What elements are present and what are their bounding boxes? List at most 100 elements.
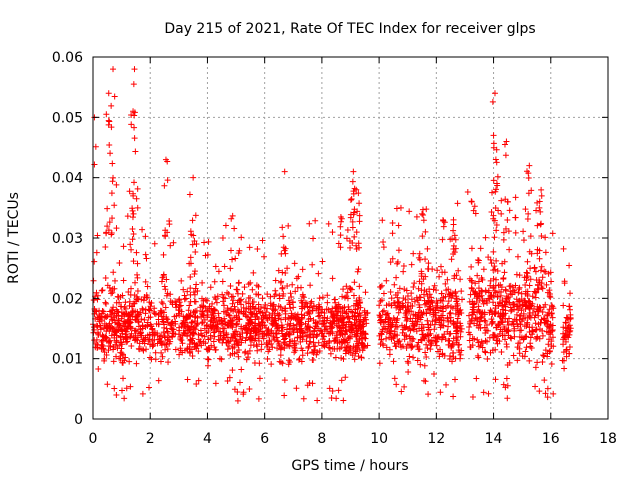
data-point (377, 298, 384, 305)
data-point (430, 309, 437, 316)
data-point (315, 270, 322, 277)
data-point (528, 344, 535, 351)
data-point (510, 301, 517, 308)
data-point (294, 329, 301, 336)
data-point (466, 337, 473, 344)
data-point (151, 336, 158, 343)
data-point (498, 210, 505, 217)
data-point (219, 278, 226, 285)
data-point (352, 322, 359, 329)
data-point (126, 188, 133, 195)
data-point (139, 226, 146, 233)
data-point (477, 245, 484, 252)
data-point (219, 234, 226, 241)
data-point (437, 297, 444, 304)
data-point (520, 315, 527, 322)
data-point (536, 255, 543, 262)
data-point (337, 223, 344, 230)
data-point (222, 295, 229, 302)
data-point (263, 309, 270, 316)
data-point (391, 332, 398, 339)
data-point (538, 233, 545, 240)
data-point (503, 299, 510, 306)
data-point (245, 305, 252, 312)
data-point (211, 278, 218, 285)
data-point (410, 250, 417, 257)
data-point (453, 293, 460, 300)
data-point (500, 229, 507, 236)
data-point (201, 316, 208, 323)
data-point (506, 359, 513, 366)
data-point (456, 341, 463, 348)
data-point (262, 301, 269, 308)
data-point (272, 306, 279, 313)
data-point (151, 310, 158, 317)
data-point (337, 332, 344, 339)
data-point (567, 290, 574, 297)
data-point (349, 239, 356, 246)
data-point (119, 387, 126, 394)
data-point (334, 328, 341, 335)
data-point (186, 191, 193, 198)
data-point (483, 338, 490, 345)
data-point (287, 305, 294, 312)
data-point (355, 190, 362, 197)
data-point (443, 304, 450, 311)
data-point (467, 320, 474, 327)
data-point (506, 283, 513, 290)
data-point (132, 308, 139, 315)
data-point (493, 276, 500, 283)
data-point (445, 298, 452, 305)
data-point (481, 348, 488, 355)
data-point (238, 339, 245, 346)
data-point (309, 307, 316, 314)
data-point (403, 287, 410, 294)
data-point (468, 263, 475, 270)
data-point (561, 280, 568, 287)
data-point (342, 348, 349, 355)
data-point (453, 330, 460, 337)
data-point (488, 260, 495, 267)
data-point (448, 303, 455, 310)
data-point (356, 200, 363, 207)
data-point (505, 332, 512, 339)
data-point (240, 389, 247, 396)
data-point (459, 296, 466, 303)
data-point (415, 285, 422, 292)
data-point (409, 343, 416, 350)
data-point (117, 349, 124, 356)
data-point (450, 216, 457, 223)
data-point (549, 303, 556, 310)
data-point (214, 293, 221, 300)
data-point (383, 335, 390, 342)
data-point (102, 274, 109, 281)
data-point (215, 268, 222, 275)
data-point (538, 220, 545, 227)
data-point (286, 338, 293, 345)
data-point (206, 303, 213, 310)
data-point (449, 349, 456, 356)
data-point (103, 229, 110, 236)
data-point (546, 306, 553, 313)
data-point (504, 216, 511, 223)
data-point (188, 231, 195, 238)
data-point (309, 349, 316, 356)
data-point (482, 234, 489, 241)
data-point (111, 329, 118, 336)
data-point (432, 317, 439, 324)
data-point (172, 320, 179, 327)
data-point (503, 343, 510, 350)
data-point (479, 297, 486, 304)
data-point (122, 323, 129, 330)
data-point (162, 227, 169, 234)
data-point (534, 308, 541, 315)
data-point (227, 265, 234, 272)
data-point (566, 322, 573, 329)
data-point (255, 335, 262, 342)
data-point (332, 335, 339, 342)
data-point (523, 303, 530, 310)
data-point (485, 390, 492, 397)
data-point (107, 150, 114, 157)
data-point (120, 375, 127, 382)
data-point (538, 186, 545, 193)
